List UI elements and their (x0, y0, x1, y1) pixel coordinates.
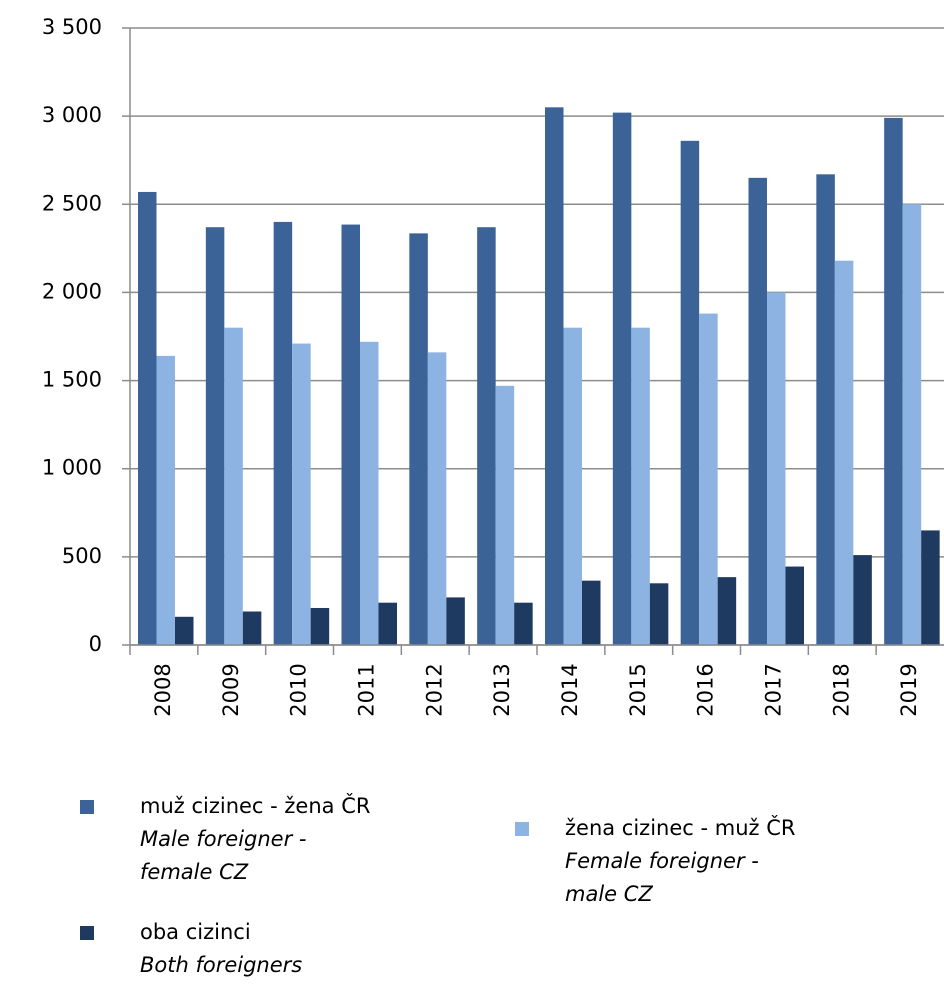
bar (884, 117, 903, 646)
bar (699, 313, 718, 645)
bar (224, 327, 243, 645)
bar (205, 227, 225, 645)
bar (902, 204, 922, 646)
bar (495, 385, 515, 645)
bar (612, 112, 632, 646)
bar (138, 191, 157, 645)
bar (680, 140, 700, 645)
x-tick-label: 2014 (558, 663, 582, 716)
legend-marker (80, 926, 94, 940)
bar (563, 327, 582, 645)
bar (816, 174, 835, 645)
x-tick-label: 2009 (219, 663, 243, 716)
x-tick-label: 2012 (422, 663, 446, 716)
y-tick-label: 0 (89, 632, 102, 656)
y-tick-label: 2 500 (42, 191, 102, 215)
legend-label-en: Female foreigner - male CZ (565, 849, 759, 906)
bar (582, 580, 601, 645)
x-tick-label: 2017 (761, 663, 785, 716)
x-tick-label: 2016 (694, 663, 718, 716)
chart: 0 500 1 000 1 500 2 000 2 500 3 000 3 500 2008 20… (42, 15, 944, 717)
x-tick-label: 2013 (490, 663, 514, 716)
bar (341, 224, 360, 645)
bar (514, 602, 533, 645)
bar (767, 292, 786, 645)
y-tick-label: 3 000 (42, 103, 102, 127)
bar (427, 352, 447, 645)
x-tick-label: 2018 (829, 663, 853, 716)
bar (292, 343, 311, 645)
x-tick-label: 2008 (151, 663, 175, 716)
bar (545, 107, 564, 646)
y-tick-label: 500 (62, 544, 102, 568)
bar (409, 233, 428, 645)
legend-label-en: Both foreigners (140, 953, 303, 977)
bar (649, 583, 669, 645)
bar (156, 355, 175, 645)
bar (273, 221, 293, 645)
bar (310, 607, 330, 645)
x-tick-label: 2015 (626, 663, 650, 716)
bar (631, 327, 650, 645)
bar (921, 530, 940, 645)
legend-item: muž cizinec - žena ČR Male foreigner - f… (80, 790, 380, 889)
y-tick-label: 1 500 (42, 368, 102, 392)
x-tick-label: 2011 (354, 663, 378, 716)
bar (446, 597, 465, 645)
x-tick-label: 2010 (287, 663, 311, 716)
bar (378, 602, 397, 645)
bar (175, 616, 194, 645)
legend-label: žena cizinec - muž ČR (565, 816, 796, 840)
bar (717, 577, 737, 645)
bar (360, 341, 379, 645)
y-tick-label: 1 000 (42, 456, 102, 480)
legend-label-en: Male foreigner - female CZ (140, 827, 307, 884)
legend-label: oba cizinci (140, 920, 251, 944)
legend-marker (515, 822, 529, 836)
x-tick-label: 2019 (897, 663, 921, 716)
bar (853, 555, 872, 645)
y-tick-label: 3 500 (42, 15, 102, 39)
legend-item: žena cizinec - muž ČR Female foreigner -… (515, 812, 805, 911)
bar (834, 260, 854, 645)
bar (477, 227, 496, 645)
bar (242, 611, 262, 645)
legend-marker (80, 800, 94, 814)
bar (785, 566, 804, 645)
legend-item: oba cizinci Both foreigners (80, 916, 380, 982)
legend-label: muž cizinec - žena ČR (140, 794, 371, 818)
y-tick-label: 2 000 (42, 279, 102, 303)
bar (748, 177, 767, 646)
